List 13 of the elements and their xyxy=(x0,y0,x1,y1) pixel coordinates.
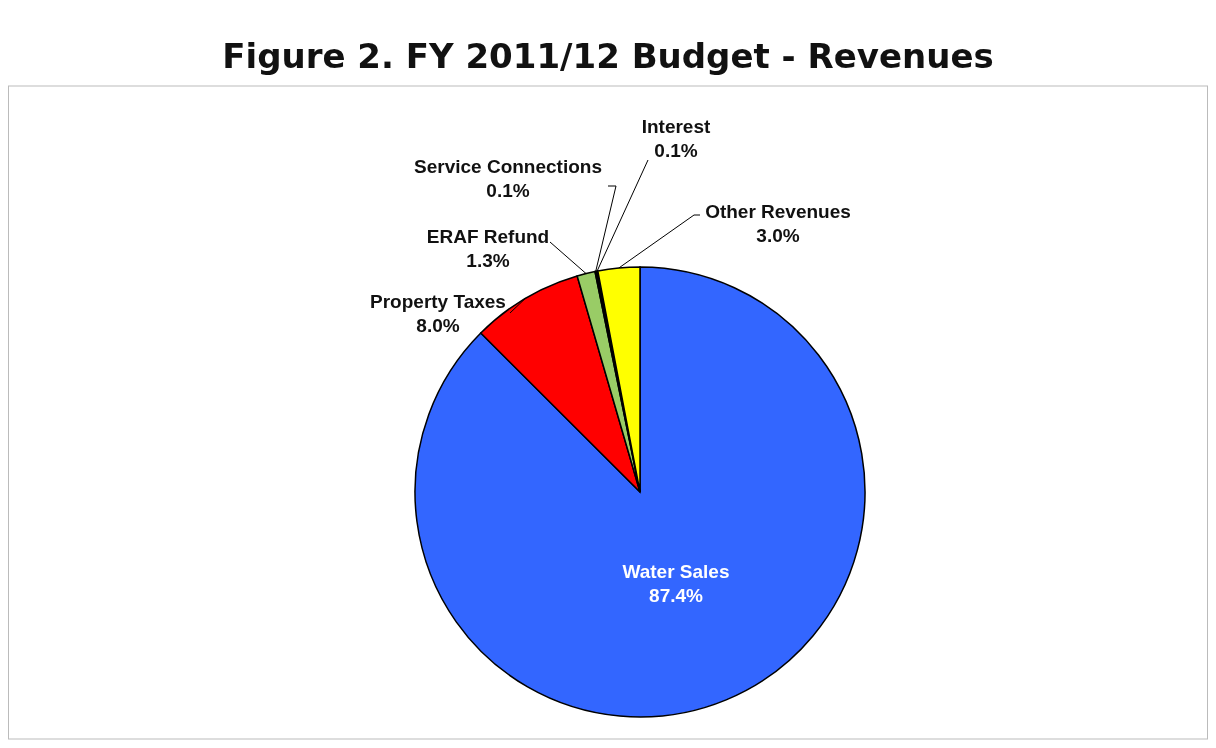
slice-label: Other Revenues xyxy=(705,201,851,222)
data-label: 3.0% xyxy=(756,225,800,246)
slice-label: Service Connections xyxy=(414,156,602,177)
data-label: 1.3% xyxy=(466,250,510,271)
slice-label: ERAF Refund xyxy=(426,226,550,247)
data-label: 87.4% xyxy=(649,585,704,606)
slice-label: Water Sales xyxy=(622,561,730,582)
slice-label: Interest xyxy=(641,116,711,137)
slice-label: Property Taxes xyxy=(370,291,506,312)
chart-title: Figure 2. FY 2011/12 Budget - Revenues xyxy=(222,36,994,76)
data-label: 8.0% xyxy=(416,315,460,336)
data-label: 0.1% xyxy=(486,180,530,201)
data-label: 0.1% xyxy=(654,140,698,161)
